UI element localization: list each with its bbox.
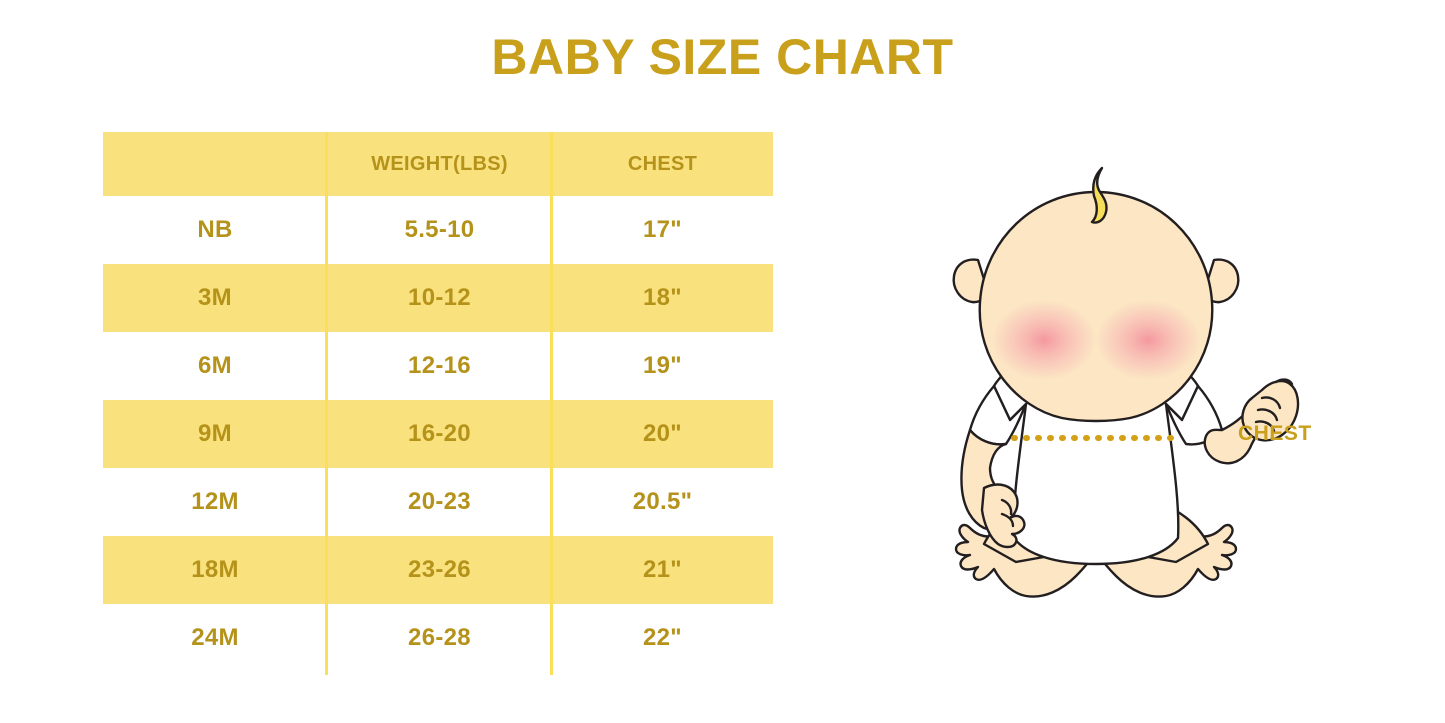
cell-size: 18M bbox=[191, 556, 239, 583]
baby-right-sleeve bbox=[1164, 384, 1224, 446]
cell-weight: 20-23 bbox=[408, 488, 471, 515]
column-divider-line bbox=[325, 132, 328, 675]
cell-chest: 20" bbox=[643, 420, 682, 447]
table-header-row: WEIGHT(LBS) CHEST bbox=[103, 132, 773, 196]
cell-size: NB bbox=[197, 216, 233, 243]
baby-left-arm bbox=[960, 428, 1026, 549]
chest-measure-label: CHEST bbox=[1238, 422, 1312, 445]
column-divider-line bbox=[550, 132, 553, 675]
cell-chest: 19" bbox=[643, 352, 682, 379]
cell-size: 9M bbox=[198, 420, 232, 447]
cell-size: 24M bbox=[191, 624, 239, 651]
cell-size: 3M bbox=[198, 284, 232, 311]
header-size bbox=[103, 132, 327, 196]
cell-chest: 20.5" bbox=[632, 488, 693, 515]
baby-head bbox=[978, 190, 1214, 423]
table-row: 9M 16-20 20" bbox=[103, 400, 773, 468]
cell-chest: 21" bbox=[643, 556, 682, 583]
cell-chest: 17" bbox=[643, 216, 682, 243]
size-table: WEIGHT(LBS) CHEST NB 5.5-10 17" 3M 10-12… bbox=[103, 132, 773, 672]
baby-hair-curl bbox=[1090, 166, 1108, 224]
cell-weight: 5.5-10 bbox=[404, 216, 475, 243]
baby-right-arm bbox=[1203, 378, 1300, 465]
header-chest: CHEST bbox=[627, 152, 698, 175]
cell-weight: 16-20 bbox=[408, 420, 471, 447]
page-title: BABY SIZE CHART bbox=[491, 29, 954, 85]
baby-illustration bbox=[866, 152, 1326, 612]
baby-right-blush bbox=[1096, 300, 1200, 380]
cell-weight: 10-12 bbox=[408, 284, 471, 311]
table-row: 3M 10-12 18" bbox=[103, 264, 773, 332]
cell-size: 12M bbox=[191, 488, 239, 515]
cell-weight: 12-16 bbox=[408, 352, 471, 379]
table-row: 18M 23-26 21" bbox=[103, 536, 773, 604]
table-row: 6M 12-16 19" bbox=[103, 332, 773, 400]
table-row: NB 5.5-10 17" bbox=[103, 196, 773, 264]
cell-weight: 23-26 bbox=[408, 556, 471, 583]
baby-left-blush bbox=[992, 300, 1096, 380]
cell-chest: 18" bbox=[643, 284, 682, 311]
table-row: 12M 20-23 20.5" bbox=[103, 468, 773, 536]
cell-chest: 22" bbox=[643, 624, 682, 651]
table-row: 24M 26-28 22" bbox=[103, 604, 773, 672]
header-weight: WEIGHT(LBS) bbox=[371, 152, 508, 175]
cell-size: 6M bbox=[198, 352, 232, 379]
cell-weight: 26-28 bbox=[408, 624, 471, 651]
